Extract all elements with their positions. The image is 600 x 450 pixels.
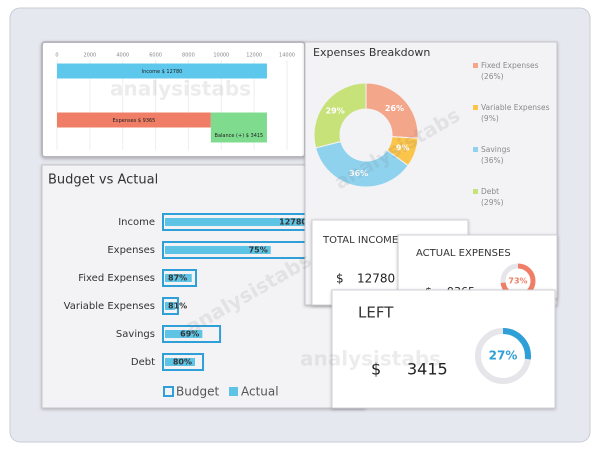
x-tick-label: 6000 (149, 53, 162, 59)
watermark: analysistabs (110, 77, 251, 101)
budget-bar (162, 297, 179, 315)
ring-label: 73% (508, 277, 527, 286)
donut-slice (365, 82, 419, 139)
budget-bar (162, 325, 222, 343)
actual-bar (165, 218, 310, 226)
data-label: 75% (249, 246, 268, 255)
legend-swatch (473, 189, 478, 194)
category-label: Debt (131, 357, 155, 368)
x-tick-label: 8000 (182, 53, 195, 59)
card-title: ACTUAL EXPENSES (416, 248, 511, 259)
x-tick-label: 12000 (246, 53, 262, 59)
card (331, 289, 556, 409)
legend-swatch (229, 387, 238, 396)
left-card: LEFT $ 3415 27% (331, 289, 556, 409)
legend-label: Fixed Expenses (481, 61, 539, 70)
card-title: TOTAL INCOME (322, 235, 398, 246)
bar (210, 112, 267, 143)
category-label: Expenses (107, 245, 155, 256)
slice-label: 29% (326, 107, 345, 116)
card-title: LEFT (358, 304, 394, 322)
actual-bar (165, 246, 271, 254)
legend-label: Debt (481, 187, 499, 196)
x-tick-label: 14000 (279, 53, 295, 59)
amount: 3415 (407, 360, 448, 379)
legend-swatch (473, 105, 478, 110)
category-label: Fixed Expenses (78, 273, 155, 284)
legend-label: Budget (176, 385, 219, 399)
category-label: Savings (116, 329, 155, 340)
bar-label: Expenses $ 9365 (112, 118, 155, 124)
legend-value: (26%) (481, 72, 504, 81)
actual-bar (165, 274, 192, 282)
legend-label: Variable Expenses (481, 103, 550, 112)
chart-title: Expenses Breakdown (313, 46, 430, 59)
ring-value (475, 328, 531, 384)
actual-bar (165, 330, 203, 338)
bar-label: Income $ 12780 (142, 69, 183, 75)
bar (57, 112, 211, 128)
data-label: 69% (180, 330, 199, 339)
category-label: Variable Expenses (64, 301, 155, 312)
budget-bar (162, 269, 198, 287)
legend-label: Savings (481, 145, 510, 154)
legend-value: (36%) (481, 156, 504, 165)
expenses-card: ACTUAL EXPENSES $ 9365 73% (397, 234, 558, 299)
actual-bar (165, 358, 195, 366)
amount: 12780 (357, 272, 395, 286)
data-label: 12780 (279, 218, 307, 227)
x-tick-label: 4000 (116, 53, 129, 59)
legend-swatch (473, 63, 478, 68)
legend-swatch (163, 386, 174, 397)
bar (57, 63, 267, 79)
x-tick-label: 0 (55, 53, 58, 59)
donut-slice (315, 140, 409, 188)
actual-bar (165, 302, 176, 310)
data-label: 80% (173, 358, 192, 367)
data-label: 81% (168, 302, 187, 311)
slice-label: 9% (396, 144, 410, 153)
legend-value: (29%) (481, 198, 504, 207)
donut-slice (313, 82, 367, 149)
slice-label: 26% (385, 104, 404, 113)
data-label: 87% (168, 274, 187, 283)
bar-label: Balance (+) $ 3415 (215, 133, 264, 139)
currency: $ (371, 360, 381, 379)
currency: $ (336, 272, 344, 286)
x-tick-label: 10000 (213, 53, 229, 59)
budget-bar (162, 353, 205, 371)
watermark: analysistabs (300, 347, 441, 371)
category-label: Income (118, 217, 155, 228)
chart-title: Budget vs Actual (48, 173, 158, 188)
ring-label: 27% (489, 349, 518, 363)
legend-swatch (473, 147, 478, 152)
x-tick-label: 2000 (83, 53, 96, 59)
slice-label: 36% (349, 169, 368, 178)
legend-value: (9%) (481, 114, 499, 123)
legend-label: Actual (241, 385, 279, 399)
